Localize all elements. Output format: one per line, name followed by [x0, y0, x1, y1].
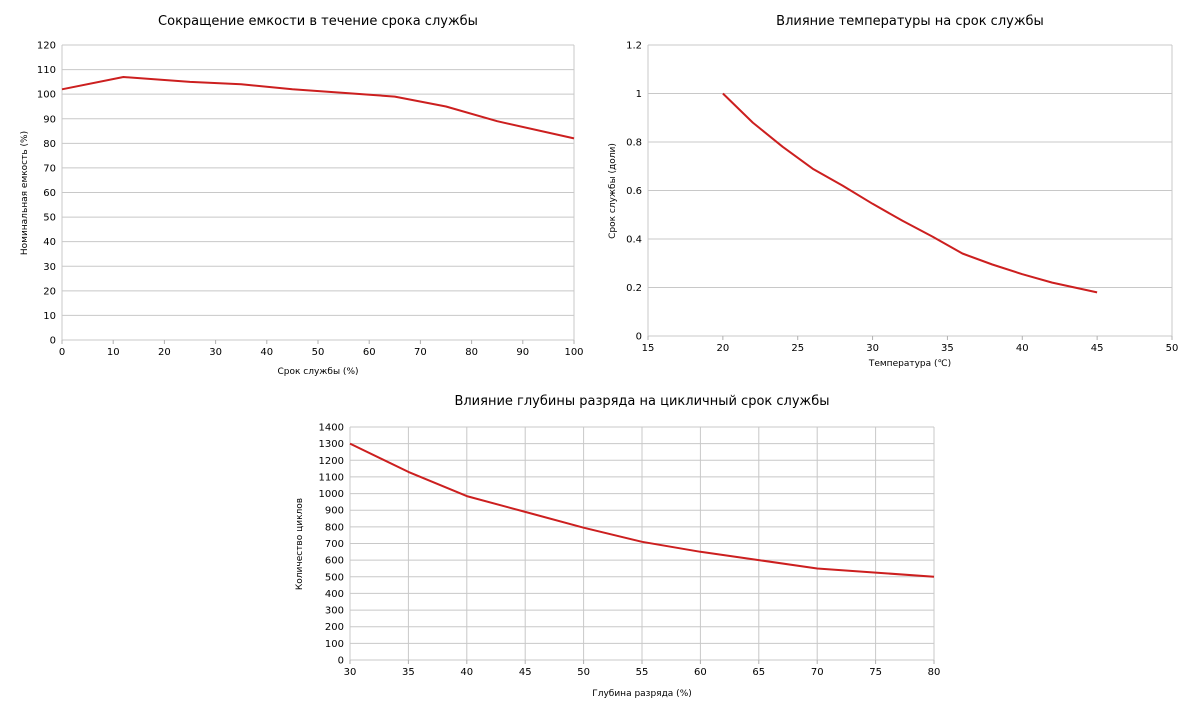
y-tick-label: 400	[325, 589, 344, 600]
y-tick-label: 120	[37, 41, 56, 52]
series-line	[349, 442, 935, 578]
x-tick-label: 50	[577, 667, 590, 678]
y-tick-label: 800	[325, 522, 344, 533]
x-tick-label: 60	[694, 667, 707, 678]
x-tick-label: 65	[752, 667, 765, 678]
y-tick-label: 300	[325, 606, 344, 617]
x-tick-label: 15	[642, 343, 655, 354]
y-tick-label: 90	[43, 114, 56, 125]
x-tick-label: 50	[312, 347, 325, 358]
x-tick-label: 45	[1091, 343, 1104, 354]
x-tick-label: 55	[636, 667, 649, 678]
y-tick-label: 10	[43, 311, 56, 322]
y-tick-label: 1000	[319, 489, 344, 500]
y-tick-label: 1400	[319, 423, 344, 434]
y-tick-label: 500	[325, 572, 344, 583]
x-tick-label: 45	[519, 667, 532, 678]
y-tick-label: 0.2	[626, 283, 642, 294]
y-tick-label: 900	[325, 506, 344, 517]
chart-title: Сокращение емкости в течение срока служб…	[158, 14, 478, 29]
x-axis-label: Температура (℃)	[868, 359, 952, 369]
series-line	[61, 76, 575, 140]
chart-title: Влияние температуры на срок службы	[776, 14, 1044, 29]
y-tick-label: 110	[37, 65, 56, 76]
discharge-depth-chart: Влияние глубины разряда на цикличный сро…	[280, 390, 960, 713]
y-tick-label: 1300	[319, 439, 344, 450]
x-tick-label: 50	[1166, 343, 1179, 354]
x-tick-label: 25	[791, 343, 804, 354]
x-tick-label: 30	[209, 347, 222, 358]
y-tick-label: 1.2	[626, 41, 642, 52]
y-tick-label: 700	[325, 539, 344, 550]
x-tick-label: 70	[414, 347, 427, 358]
y-tick-label: 100	[325, 639, 344, 650]
x-tick-label: 100	[564, 347, 583, 358]
y-axis-label: Срок службы (доли)	[608, 142, 618, 239]
y-tick-label: 200	[325, 622, 344, 633]
x-tick-label: 90	[516, 347, 529, 358]
x-tick-label: 20	[716, 343, 729, 354]
x-tick-label: 0	[59, 347, 65, 358]
chart-plot: 0 100 200 300 400 500 600 700 800 900 1000 1100 1200…	[319, 423, 941, 679]
temperature-effect-chart: Влияние температуры на срок службы 0 0.2 0…	[600, 0, 1200, 385]
x-tick-label: 10	[107, 347, 120, 358]
x-tick-label: 35	[941, 343, 954, 354]
x-tick-label: 35	[402, 667, 415, 678]
y-tick-label: 0	[50, 336, 56, 347]
y-tick-label: 30	[43, 262, 56, 273]
y-tick-label: 1	[636, 89, 642, 100]
y-tick-label: 0	[338, 656, 344, 667]
x-tick-label: 40	[1016, 343, 1029, 354]
x-tick-label: 80	[465, 347, 478, 358]
y-tick-label: 20	[43, 286, 56, 297]
series-line	[722, 92, 1098, 294]
x-tick-label: 40	[460, 667, 473, 678]
chart-plot: 0 0.2 0.4 0.6 0.8 1 1.2 15 20 25 30 35 40 45 50	[626, 41, 1179, 355]
x-tick-label: 75	[869, 667, 882, 678]
chart-plot: 0 10 20 30 40 50 60 70 80 90 100 110 120 0 10 20 30 40 50 6…	[37, 41, 584, 359]
x-tick-label: 40	[260, 347, 273, 358]
y-tick-label: 50	[43, 213, 56, 224]
y-tick-label: 0	[636, 332, 642, 343]
y-tick-label: 1100	[319, 472, 344, 483]
x-tick-label: 80	[928, 667, 941, 678]
y-tick-label: 0.6	[626, 186, 642, 197]
y-tick-label: 1200	[319, 456, 344, 467]
y-axis-label: Номинальная емкость (%)	[20, 130, 30, 255]
chart-title: Влияние глубины разряда на цикличный сро…	[454, 394, 830, 409]
x-tick-label: 30	[344, 667, 357, 678]
y-tick-label: 70	[43, 163, 56, 174]
y-axis-label: Количество циклов	[295, 497, 305, 590]
capacity-decline-chart: Сокращение емкости в течение срока служб…	[0, 0, 600, 385]
x-tick-label: 30	[866, 343, 879, 354]
y-tick-label: 0.8	[626, 138, 642, 149]
x-tick-label: 20	[158, 347, 171, 358]
y-tick-label: 0.4	[626, 235, 642, 246]
x-tick-label: 60	[363, 347, 376, 358]
y-tick-label: 40	[43, 237, 56, 248]
y-tick-label: 60	[43, 188, 56, 199]
x-axis-label: Глубина разряда (%)	[592, 689, 692, 699]
y-tick-label: 80	[43, 139, 56, 150]
x-tick-label: 70	[811, 667, 824, 678]
y-tick-label: 600	[325, 556, 344, 567]
x-axis-label: Срок службы (%)	[277, 367, 359, 377]
y-tick-label: 100	[37, 90, 56, 101]
